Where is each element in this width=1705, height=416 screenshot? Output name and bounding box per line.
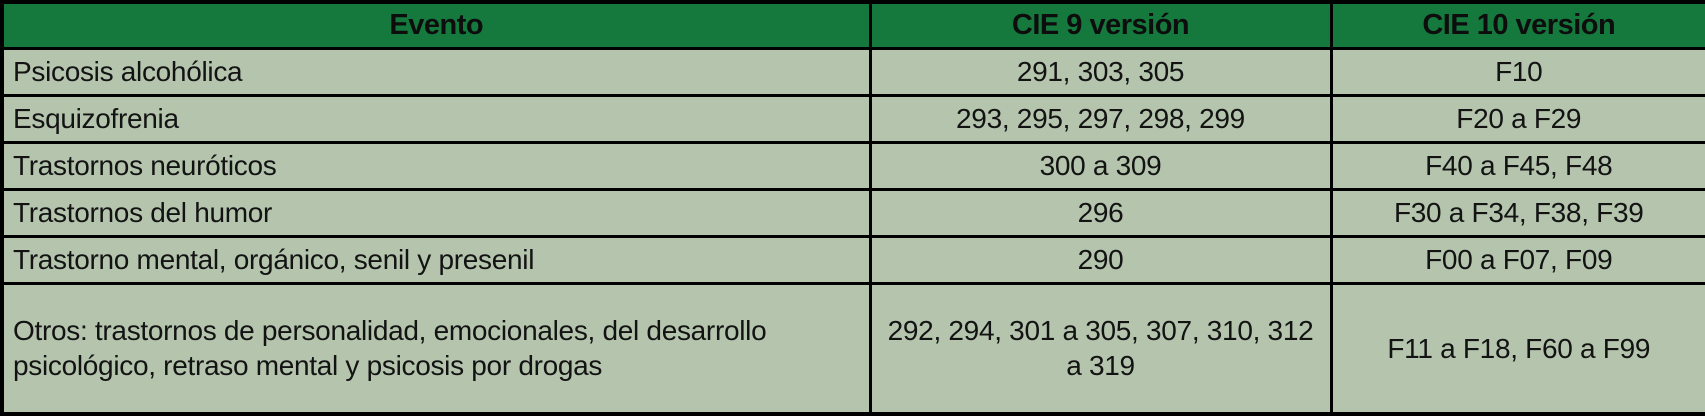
table-row: Otros: trastornos de personalidad, emoci… <box>0 281 1705 416</box>
evento-cell: Psicosis alcohólica <box>0 46 872 97</box>
cie9-cell: 290 <box>868 234 1333 285</box>
evento-cell: Esquizofrenia <box>0 93 872 144</box>
column-header-cie10: CIE 10 versión <box>1329 0 1705 50</box>
cie9-cell: 291, 303, 305 <box>868 46 1333 97</box>
cie10-cell: F40 a F45, F48 <box>1329 140 1705 191</box>
cie10-cell: F10 <box>1329 46 1705 97</box>
cie10-cell: F11 a F18, F60 a F99 <box>1329 281 1705 416</box>
table-row: Esquizofrenia 293, 295, 297, 298, 299 F2… <box>0 93 1705 144</box>
evento-cell: Trastorno mental, orgánico, senil y pres… <box>0 234 872 285</box>
cie10-cell: F30 a F34, F38, F39 <box>1329 187 1705 238</box>
table-row: Trastorno mental, orgánico, senil y pres… <box>0 234 1705 285</box>
table-row: Trastornos neuróticos 300 a 309 F40 a F4… <box>0 140 1705 191</box>
column-header-cie9: CIE 9 versión <box>868 0 1333 50</box>
column-header-evento: Evento <box>0 0 872 50</box>
cie9-cell: 300 a 309 <box>868 140 1333 191</box>
table-row: Psicosis alcohólica 291, 303, 305 F10 <box>0 46 1705 97</box>
evento-cell: Trastornos neuróticos <box>0 140 872 191</box>
table-row: Trastornos del humor 296 F30 a F34, F38,… <box>0 187 1705 238</box>
cie10-cell: F00 a F07, F09 <box>1329 234 1705 285</box>
cie9-cell: 293, 295, 297, 298, 299 <box>868 93 1333 144</box>
cie10-cell: F20 a F29 <box>1329 93 1705 144</box>
evento-cell: Trastornos del humor <box>0 187 872 238</box>
cie9-cell: 292, 294, 301 a 305, 307, 310, 312 a 319 <box>868 281 1333 416</box>
table-header-row: Evento CIE 9 versión CIE 10 versión <box>0 0 1705 50</box>
table-body: Psicosis alcohólica 291, 303, 305 F10 Es… <box>0 46 1705 416</box>
cie9-cell: 296 <box>868 187 1333 238</box>
evento-cell: Otros: trastornos de personalidad, emoci… <box>0 281 872 416</box>
